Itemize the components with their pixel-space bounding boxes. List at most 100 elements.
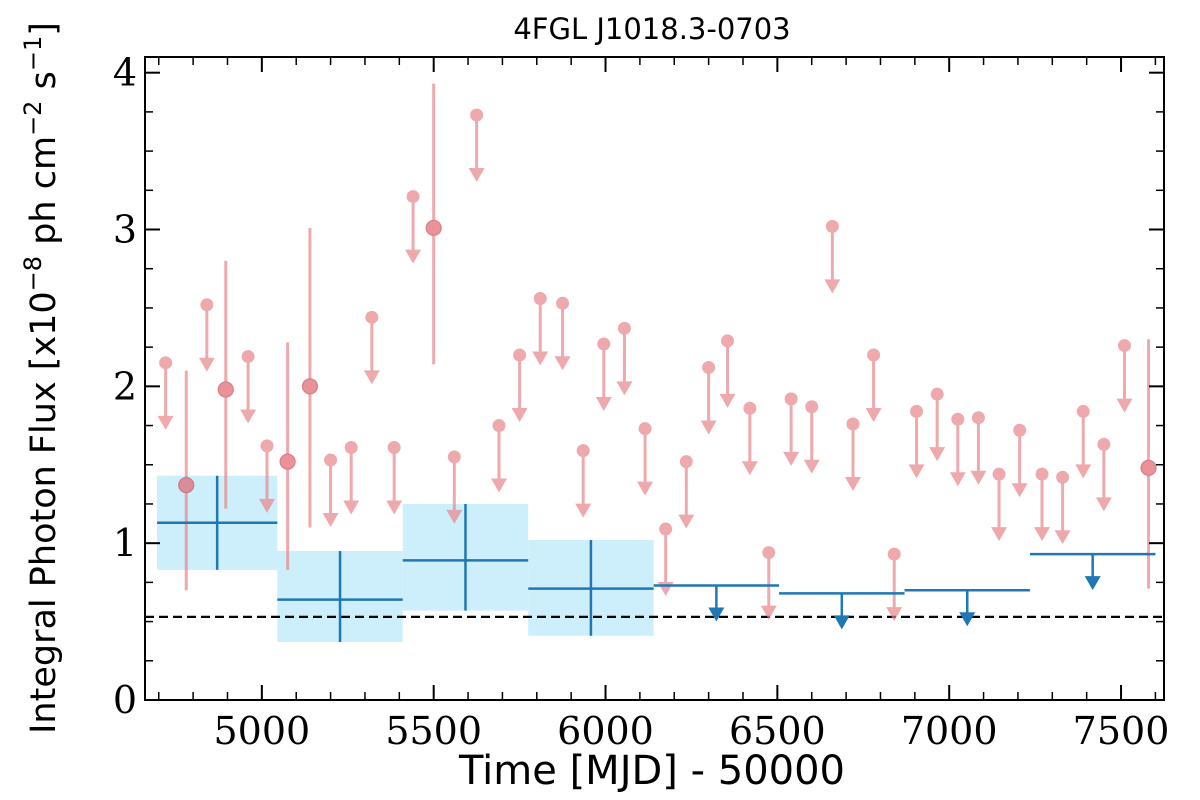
upper-limit-arrowhead xyxy=(446,509,463,524)
short-bin-upper-limit xyxy=(595,337,612,411)
short-bin-detection xyxy=(279,342,296,570)
upper-limit-marker xyxy=(951,412,965,426)
upper-limit-arrowhead xyxy=(1054,530,1071,545)
upper-limit-marker xyxy=(556,296,570,310)
short-bin-upper-limit xyxy=(760,546,777,620)
short-bin-upper-limit xyxy=(865,348,882,422)
upper-limit-arrowhead xyxy=(741,461,758,476)
upper-limit-marker xyxy=(1056,470,1070,484)
short-bin-detection xyxy=(217,260,234,509)
y-tick-label: 0 xyxy=(113,678,137,722)
y-tick-label: 4 xyxy=(113,51,137,95)
short-bin-upper-limit xyxy=(803,400,820,474)
upper-limit-marker xyxy=(447,450,461,464)
upper-limit-arrowhead xyxy=(259,498,276,513)
y-tick-labels: 0 1 2 3 4 xyxy=(113,51,137,722)
x-tick-label: 5000 xyxy=(213,709,310,753)
short-bin-upper-limit xyxy=(844,417,861,491)
upper-limit-arrowhead xyxy=(405,249,422,264)
upper-limit-arrowhead xyxy=(616,381,633,396)
upper-limit-marker xyxy=(324,453,338,467)
upper-limit-marker xyxy=(617,321,631,335)
upper-limit-arrowhead xyxy=(637,481,654,496)
upper-limit-marker xyxy=(597,337,611,351)
short-bin-upper-limit xyxy=(824,219,841,294)
upper-limit-arrowhead xyxy=(1095,497,1112,512)
upper-limit-arrowhead xyxy=(657,582,674,597)
upper-limit-arrowhead xyxy=(949,472,966,487)
short-bin-upper-limit xyxy=(929,387,946,462)
upper-limit-arrowhead xyxy=(700,420,717,435)
upper-limit-arrowhead xyxy=(575,503,592,518)
upper-limit-marker xyxy=(241,350,255,364)
short-bin-upper-limit xyxy=(532,292,549,366)
upper-limit-arrowhead xyxy=(554,356,571,371)
detection-marker xyxy=(217,381,234,398)
short-bin-upper-limit xyxy=(575,444,592,518)
upper-limit-marker xyxy=(679,455,693,469)
long-ul-arrowhead xyxy=(833,615,850,630)
upper-limit-arrowhead xyxy=(803,459,820,474)
detection-marker xyxy=(178,477,195,494)
short-bin-upper-limit xyxy=(405,190,422,264)
y-label-mid2: s xyxy=(24,71,64,100)
upper-limit-arrowhead xyxy=(322,513,339,528)
short-bin-upper-limit xyxy=(157,356,174,430)
short-bin-upper-limit xyxy=(1011,423,1028,498)
upper-limit-marker xyxy=(200,298,214,312)
upper-limit-arrowhead xyxy=(490,478,507,493)
upper-limit-arrowhead xyxy=(1116,398,1133,413)
upper-limit-arrowhead xyxy=(929,447,946,462)
short-bin-upper-limit xyxy=(719,334,736,408)
x-tick-label: 6000 xyxy=(557,709,654,753)
chart-title: 4FGL J1018.3-0703 xyxy=(513,12,790,46)
upper-limit-arrowhead xyxy=(157,415,174,430)
long-ul-arrowhead xyxy=(708,607,725,622)
y-tick-label: 3 xyxy=(113,208,137,252)
upper-limit-arrowhead xyxy=(532,351,549,366)
upper-limit-marker xyxy=(721,334,735,348)
upper-limit-arrowhead xyxy=(991,527,1008,542)
upper-limit-arrowhead xyxy=(1033,527,1050,542)
long-bin-upper-limit xyxy=(904,588,1030,627)
x-tick-labels: 5000 5500 6000 6500 7000 7500 xyxy=(213,709,1169,753)
upper-limit-arrowhead xyxy=(1011,483,1028,498)
upper-limit-arrowhead xyxy=(386,500,403,515)
short-bin-detection xyxy=(1140,339,1157,589)
upper-limit-arrowhead xyxy=(240,409,257,424)
upper-limit-marker xyxy=(784,392,798,406)
upper-limit-marker xyxy=(1013,423,1027,437)
short-bin-upper-limit xyxy=(468,108,485,183)
short-bin-upper-limit xyxy=(908,404,925,479)
short-bin-upper-limit xyxy=(949,412,966,487)
y-tick-label: 1 xyxy=(113,521,137,565)
detection-marker xyxy=(279,453,296,470)
y-label-suffix: ] xyxy=(24,22,64,36)
upper-limit-marker xyxy=(867,348,881,362)
upper-limit-marker xyxy=(344,441,358,455)
y-label-prefix: Integral Photon Flux [x10 xyxy=(24,291,64,734)
short-bin-upper-limit xyxy=(259,439,276,513)
upper-limit-marker xyxy=(971,411,985,425)
short-bin-upper-limit xyxy=(363,310,380,385)
short-bin-upper-limit xyxy=(1116,339,1133,413)
short-bin-points xyxy=(157,83,1157,622)
upper-limit-arrowhead xyxy=(1075,464,1092,479)
upper-limit-arrowhead xyxy=(844,476,861,491)
upper-limit-marker xyxy=(533,292,547,306)
long-bin-points xyxy=(157,475,1156,642)
upper-limit-marker xyxy=(159,356,173,370)
short-bin-upper-limit xyxy=(700,361,717,435)
detection-marker xyxy=(1140,459,1157,476)
long-bin-detection xyxy=(528,540,654,636)
long-bin-upper-limit xyxy=(779,592,905,630)
short-bin-detection xyxy=(178,370,195,591)
upper-limit-marker xyxy=(762,546,776,560)
short-bin-upper-limit xyxy=(1095,437,1112,512)
upper-limit-marker xyxy=(743,401,757,415)
upper-limit-arrowhead xyxy=(468,168,485,183)
upper-limit-marker xyxy=(1117,339,1131,353)
upper-limit-marker xyxy=(387,441,401,455)
axes xyxy=(144,56,1165,701)
